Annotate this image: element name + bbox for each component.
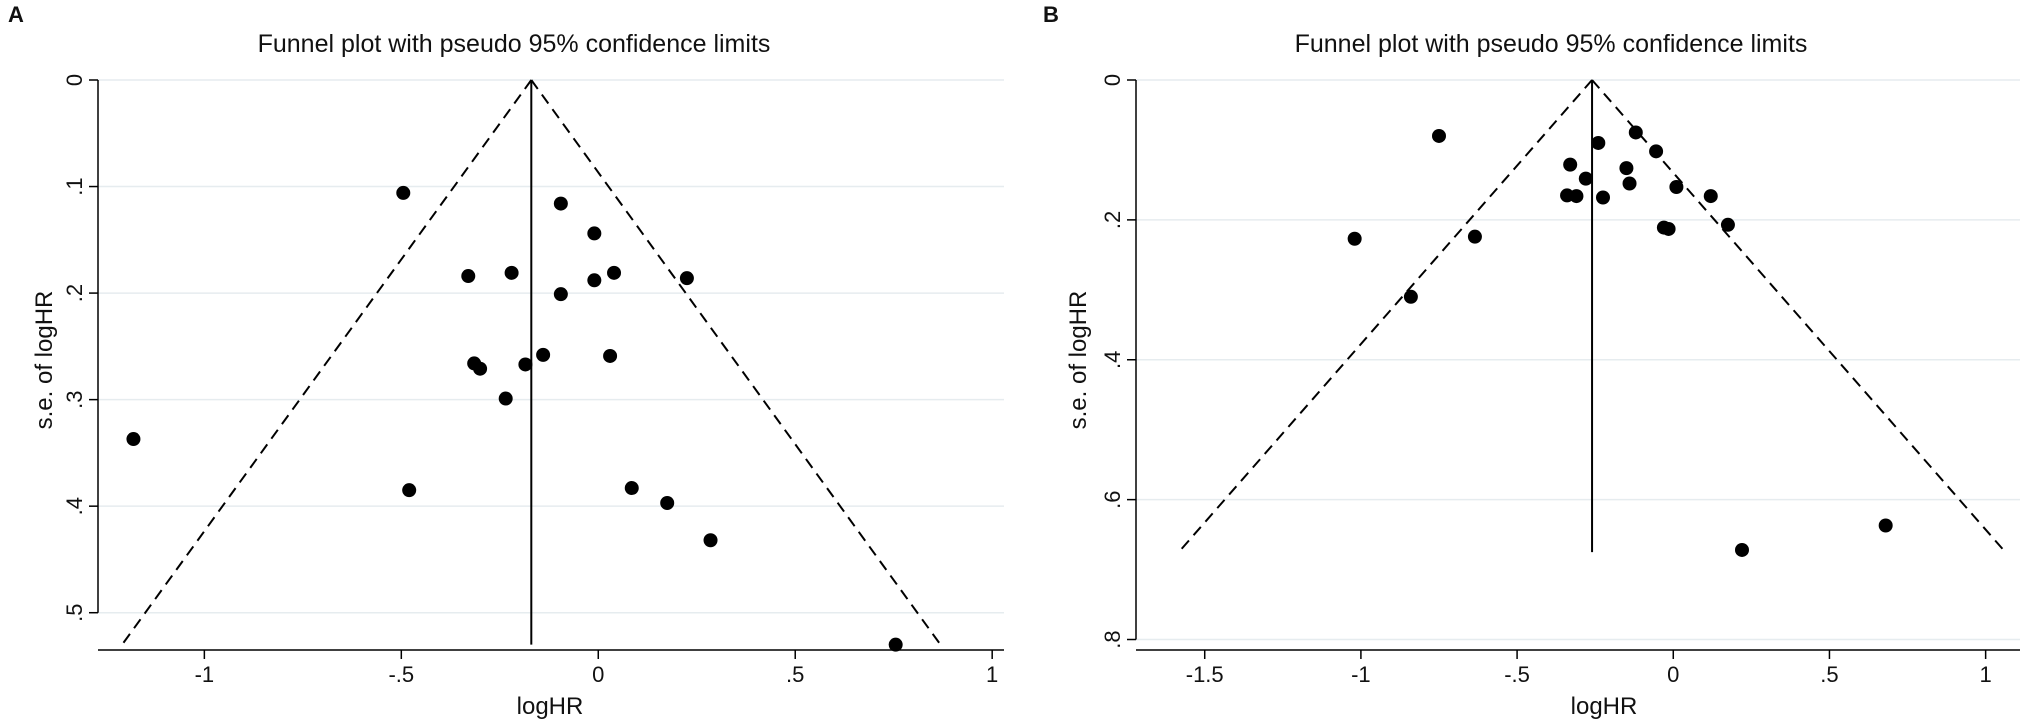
funnel-left-ci-line — [121, 79, 533, 646]
data-point — [1619, 161, 1634, 176]
data-point — [1669, 180, 1684, 195]
y-tick-label: .2 — [62, 284, 87, 302]
y-axis-label: s.e. of logHR — [31, 291, 58, 430]
data-point — [402, 483, 417, 498]
chart-panel-a: Funnel plot with pseudo 95% confidence l… — [31, 30, 1004, 720]
y-tick-label: .5 — [62, 604, 87, 622]
data-point — [1403, 289, 1418, 304]
x-tick-label: -1 — [1351, 662, 1371, 687]
data-point — [1734, 542, 1749, 557]
y-tick-label: .6 — [1100, 490, 1125, 508]
data-point — [1628, 125, 1643, 140]
data-point — [1878, 518, 1893, 533]
data-point — [504, 265, 519, 280]
data-point — [587, 226, 602, 241]
panel-label-a: A — [8, 2, 24, 27]
y-tick-label: .2 — [1100, 211, 1125, 229]
y-tick-label: .4 — [62, 497, 87, 515]
data-point — [1347, 231, 1362, 246]
data-point — [1649, 144, 1664, 159]
data-point — [396, 185, 411, 200]
data-point — [536, 347, 551, 362]
y-tick-label: .3 — [62, 390, 87, 408]
data-point — [553, 196, 568, 211]
data-point — [1569, 189, 1584, 204]
data-point — [1431, 128, 1446, 143]
data-point — [1703, 189, 1718, 204]
y-tick-label: 0 — [62, 74, 87, 86]
x-axis-label: logHR — [517, 693, 584, 720]
panel-label-b: B — [1043, 2, 1059, 27]
x-tick-label: -1.5 — [1186, 662, 1224, 687]
data-point — [679, 271, 694, 286]
funnel-left-ci-line — [1178, 79, 1593, 553]
data-point — [1661, 221, 1676, 236]
x-tick-label: 0 — [592, 662, 604, 687]
x-tick-label: .5 — [786, 662, 804, 687]
data-point — [624, 481, 639, 496]
data-point — [603, 348, 618, 363]
x-tick-label: -.5 — [388, 662, 414, 687]
funnel-right-ci-line — [1591, 79, 2007, 553]
data-point — [1563, 157, 1578, 172]
x-tick-label: 0 — [1667, 662, 1679, 687]
chart-title: Funnel plot with pseudo 95% confidence l… — [1295, 30, 1808, 58]
data-point — [473, 361, 488, 376]
data-point — [703, 533, 718, 548]
y-tick-label: 0 — [1100, 74, 1125, 86]
data-point — [126, 432, 141, 447]
x-tick-label: -1 — [195, 662, 215, 687]
data-point — [461, 269, 476, 284]
data-point — [888, 637, 903, 652]
y-tick-label: .4 — [1100, 351, 1125, 369]
data-point — [1578, 171, 1593, 186]
data-point — [587, 273, 602, 288]
data-point — [553, 287, 568, 302]
data-point — [518, 357, 533, 372]
y-axis-label: s.e. of logHR — [1065, 291, 1092, 430]
y-tick-label: .1 — [62, 177, 87, 195]
x-axis-label: logHR — [1571, 693, 1638, 720]
x-tick-label: 1 — [986, 662, 998, 687]
data-point — [1720, 217, 1735, 232]
data-point — [498, 391, 513, 406]
data-point — [660, 495, 675, 510]
x-tick-label: .5 — [1820, 662, 1838, 687]
data-point — [1595, 190, 1610, 205]
data-point — [1467, 229, 1482, 244]
chart-title: Funnel plot with pseudo 95% confidence l… — [258, 30, 771, 58]
data-point — [1591, 135, 1606, 150]
x-tick-label: -.5 — [1504, 662, 1530, 687]
chart-panel-b: Funnel plot with pseudo 95% confidence l… — [1065, 30, 2020, 720]
y-tick-label: .8 — [1100, 630, 1125, 648]
x-tick-label: 1 — [1980, 662, 1992, 687]
funnel-right-ci-line — [530, 79, 942, 646]
data-point — [1622, 176, 1637, 191]
data-point — [607, 265, 622, 280]
